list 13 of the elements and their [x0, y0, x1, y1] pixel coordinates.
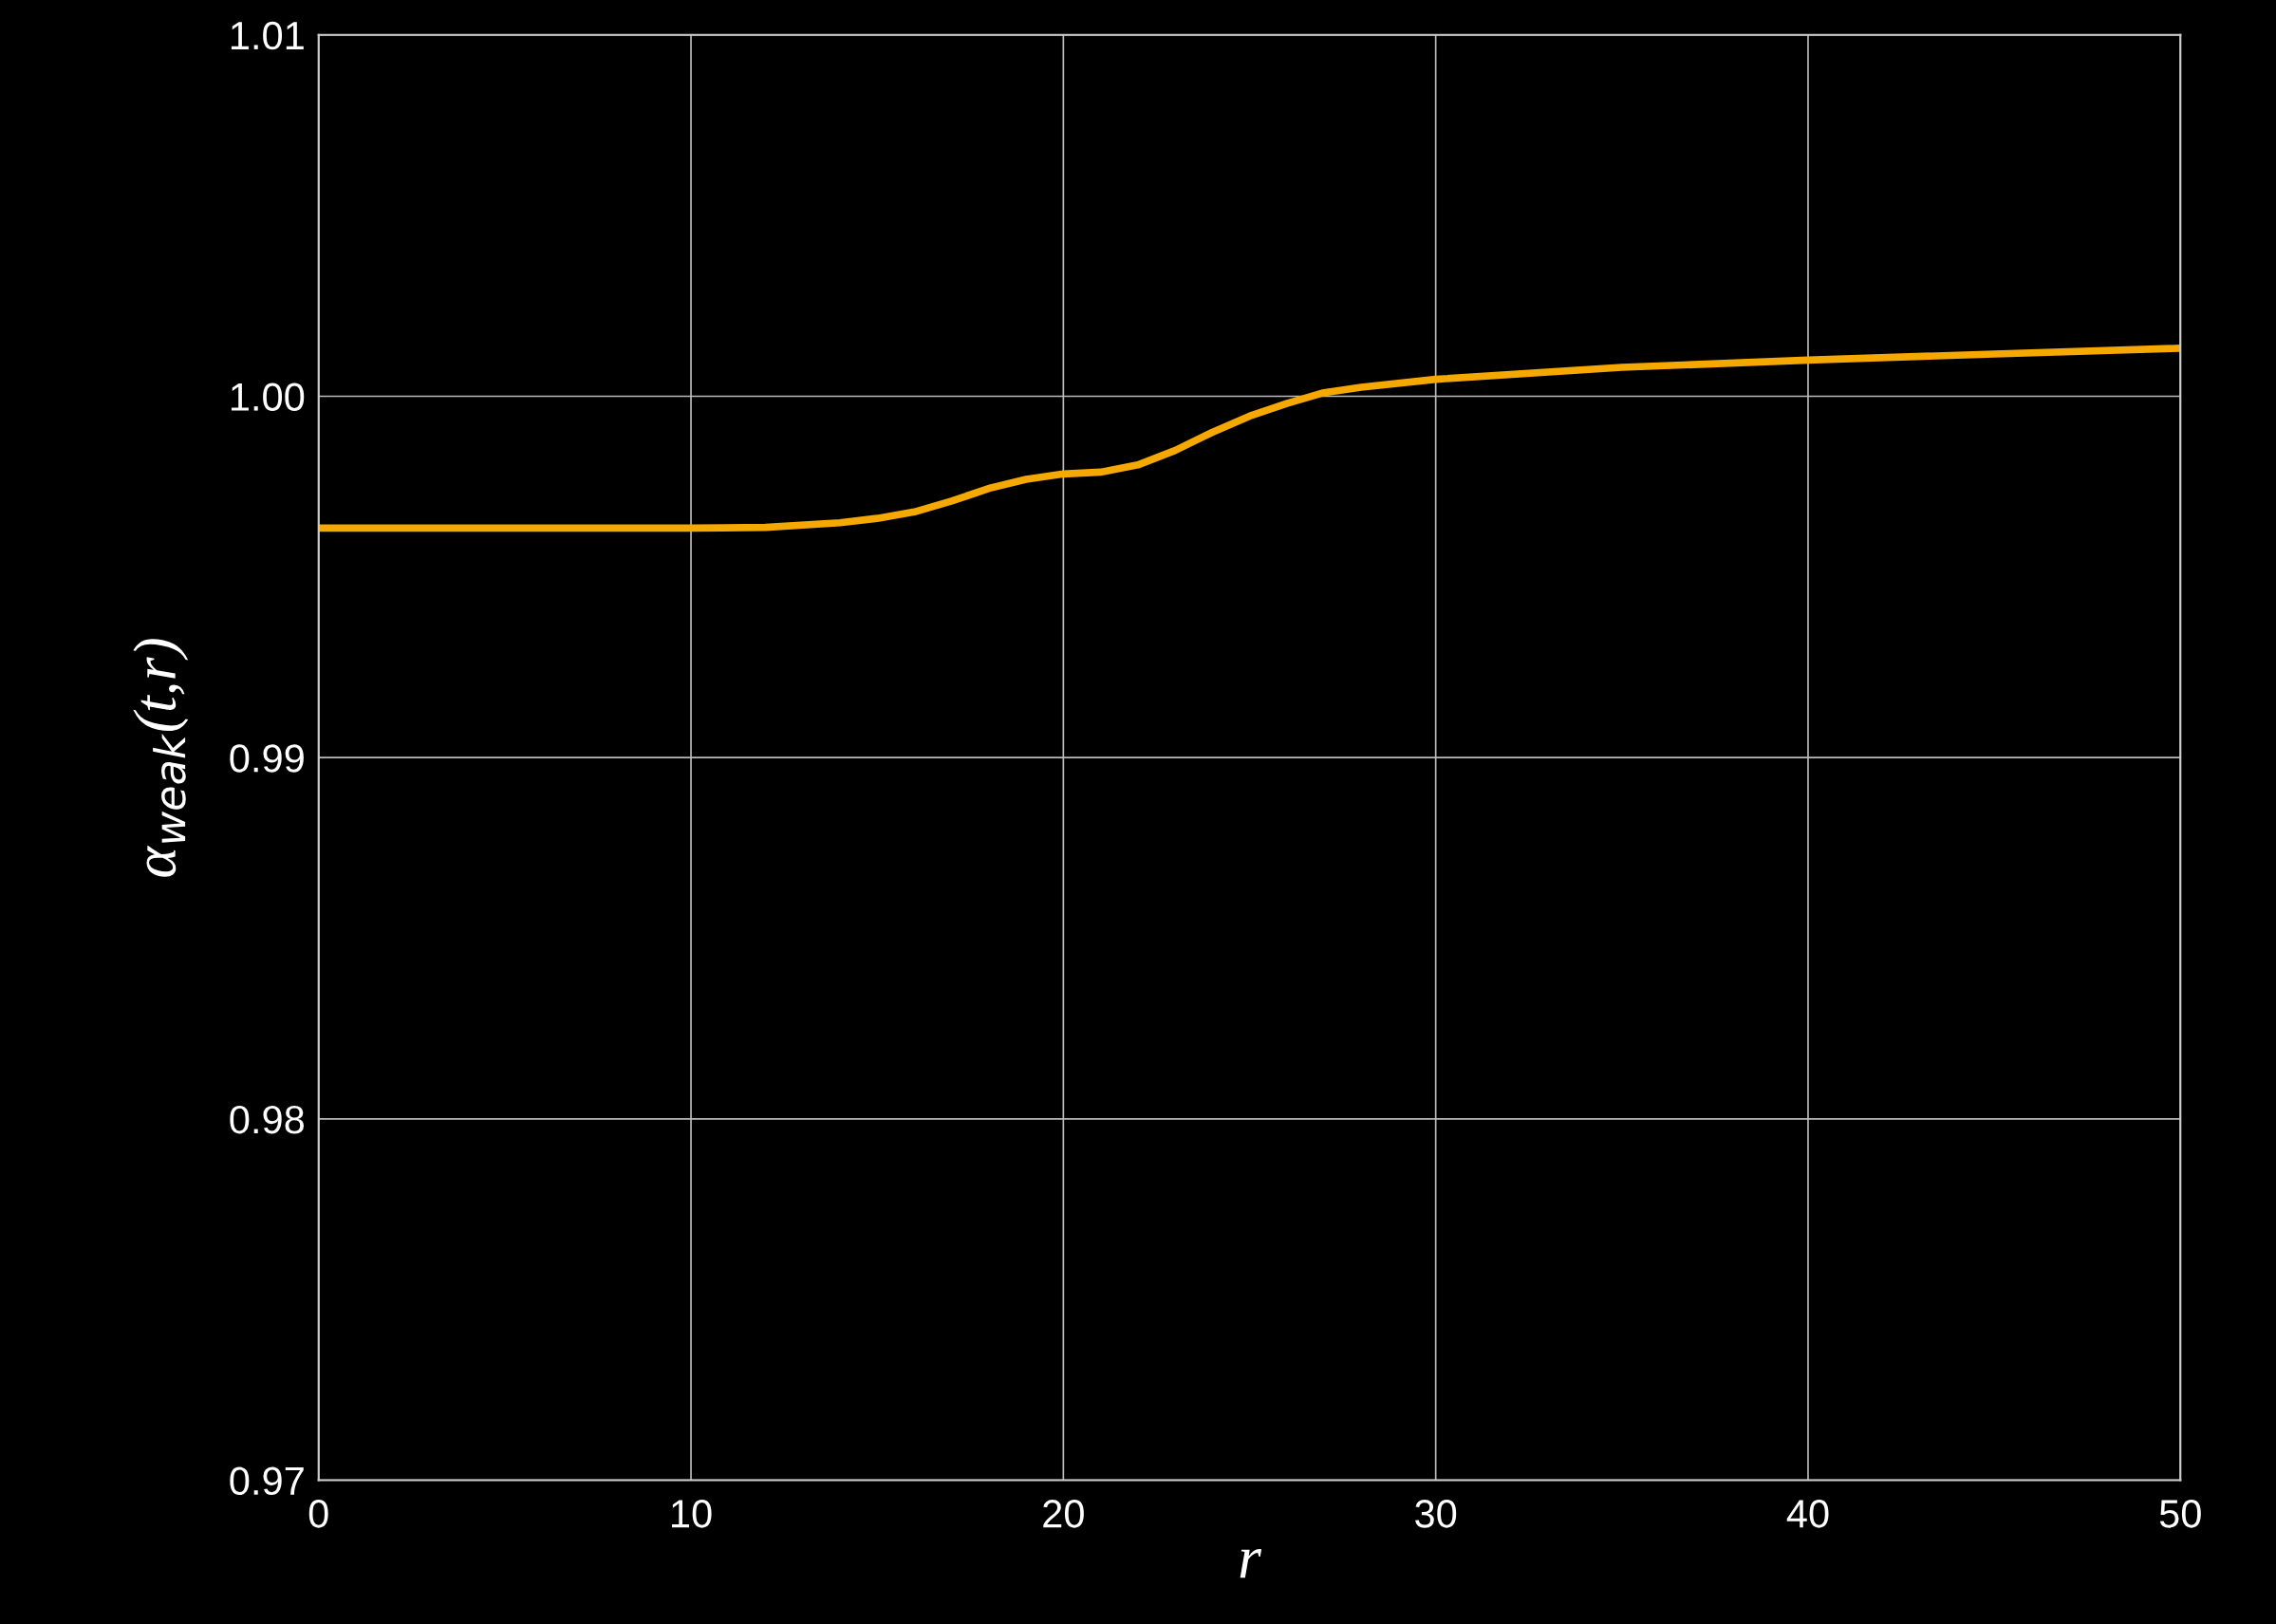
y-tick-label: 0.97: [230, 1466, 304, 1496]
y-tick-label: 1.01: [231, 21, 304, 50]
x-tick-label: 10: [672, 1500, 712, 1528]
y-tick-label: 1.00: [231, 383, 305, 411]
x-tick-label: 40: [1786, 1500, 1829, 1528]
x-tick-label: 50: [2159, 1500, 2201, 1528]
x-tick-label: 0: [308, 1500, 328, 1528]
y-tick-label: 0.98: [230, 1105, 305, 1134]
x-tick-label: 20: [1043, 1500, 1084, 1528]
y-axis-title: α$_{weak}$(t,r): [133, 639, 189, 877]
x-tick-label: 30: [1415, 1500, 1457, 1528]
x-axis-title: r: [1240, 1549, 1262, 1578]
y-tick-label: 0.99: [230, 744, 304, 773]
